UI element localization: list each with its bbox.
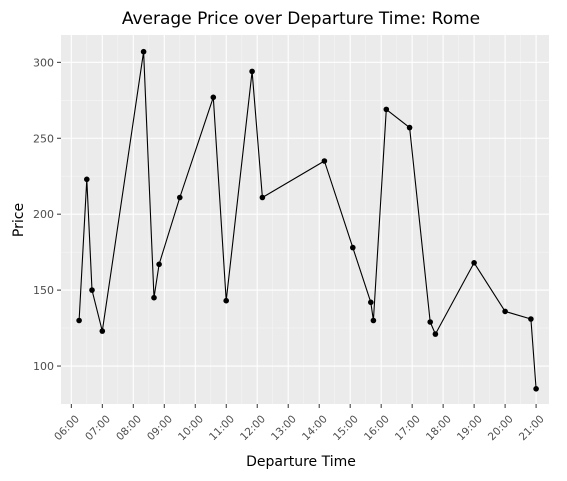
data-point	[368, 299, 374, 306]
data-point	[528, 316, 534, 322]
chart-title: Average Price over Departure Time: Rome	[122, 9, 480, 29]
data-point	[99, 328, 106, 334]
data-point	[370, 317, 377, 324]
y-axis-label: Price	[11, 203, 27, 237]
data-point	[321, 158, 328, 164]
data-point	[383, 106, 390, 113]
series-layer	[76, 48, 539, 392]
data-point	[502, 308, 508, 315]
data-point	[140, 48, 147, 55]
data-point	[210, 94, 217, 101]
data-point	[156, 261, 162, 268]
plot-panel	[61, 35, 549, 404]
data-point	[427, 319, 434, 325]
data-point	[249, 68, 255, 75]
data-point	[76, 317, 82, 324]
y-tick-label: 200	[33, 208, 54, 221]
y-tick-label: 300	[33, 56, 54, 69]
data-point	[89, 287, 95, 293]
y-tick-label: 250	[33, 132, 54, 145]
data-point	[259, 194, 266, 201]
data-point	[406, 124, 413, 131]
data-point	[471, 260, 477, 266]
major-gridlines	[61, 35, 549, 404]
data-point	[223, 297, 229, 304]
y-tick-label: 150	[33, 284, 54, 297]
data-point	[177, 194, 183, 201]
x-axis-label: Departure Time	[246, 454, 356, 470]
data-point	[432, 331, 439, 337]
data-point	[533, 386, 539, 392]
data-point	[350, 244, 356, 251]
data-point	[84, 176, 90, 183]
y-tick-label: 100	[33, 360, 54, 373]
data-point	[151, 294, 157, 301]
series-line	[78, 51, 537, 389]
minor-gridlines	[61, 35, 549, 404]
